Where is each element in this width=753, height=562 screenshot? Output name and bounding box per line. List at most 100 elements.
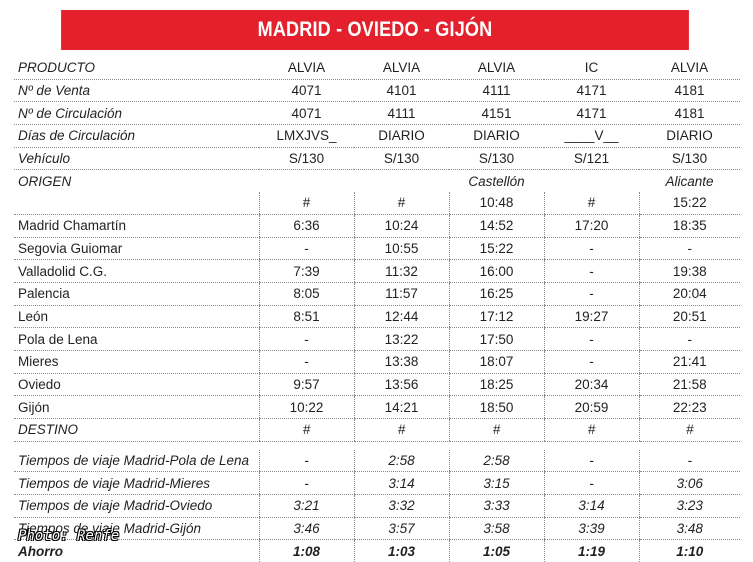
cell: 9:57 (258, 373, 354, 397)
station-row: Gijón 10:22 14:21 18:50 20:59 22:23 (14, 395, 740, 419)
row-label: Pola de Lena (14, 327, 259, 351)
page-title: MADRID - OVIEDO - GIJÓN (257, 18, 493, 41)
station-row: Valladolid C.G. 7:39 11:32 16:00-19:38 (14, 259, 740, 283)
row-label: Tiempos de viaje Madrid-Mieres (14, 471, 259, 496)
travel-time-row: Tiempos de viaje Madrid-Pola de Lena -2:5… (14, 449, 740, 473)
cell: - (638, 327, 740, 351)
cell: 18:50 (448, 395, 544, 419)
cell: 4101 (354, 79, 449, 103)
cell: S/130 (639, 147, 740, 171)
header-row: PRODUCTO ALVIA ALVIA ALVIA IC ALVIA (14, 57, 740, 80)
cell: 3:14 (353, 471, 449, 496)
cell: - (543, 282, 639, 306)
cell (259, 170, 354, 192)
header-row: Nº de Circulación 4071 4111 4151 4171 4181 (14, 101, 740, 126)
cell: ____V__ (544, 124, 639, 148)
row-label: Gijón (14, 395, 259, 419)
row-label: Oviedo (14, 373, 259, 397)
cell (354, 170, 449, 192)
row-label: Nº de Venta (14, 79, 259, 103)
cell: - (638, 237, 740, 261)
cell: DIARIO (354, 124, 449, 148)
cell: S/130 (354, 147, 449, 171)
header-row: Vehículo S/130 S/130 S/130 S/121 S/130 (14, 147, 740, 171)
cell: 20:04 (638, 282, 740, 306)
row-label: Tiempos de viaje Madrid-Oviedo (14, 494, 259, 518)
cell: 4111 (449, 79, 544, 103)
cell: 10:24 (353, 214, 449, 238)
cell: # (353, 192, 449, 215)
cell: 3:58 (448, 517, 544, 541)
cell: 3:32 (353, 494, 449, 518)
cell: 15:22 (448, 237, 544, 261)
cell: 3:23 (638, 494, 740, 518)
row-label: Segovia Guiomar (14, 237, 259, 261)
cell: Alicante (665, 173, 714, 189)
cell: 2:58 (353, 449, 449, 473)
cell: 20:51 (638, 305, 740, 329)
cell: S/130 (449, 147, 544, 171)
row-label (14, 441, 259, 450)
station-row: Mieres -13:38 18:07-21:41 (14, 350, 740, 374)
cell: 3:21 (258, 494, 354, 518)
photo-credit: Photo: Renfe (18, 528, 120, 544)
cell: 8:05 (258, 282, 354, 306)
cell: 11:32 (353, 259, 449, 283)
cell: - (543, 327, 639, 351)
cell: 1:19 (543, 539, 639, 562)
cell: 18:07 (448, 350, 544, 374)
row-label: Valladolid C.G. (14, 259, 259, 283)
cell: 4171 (544, 79, 639, 103)
cell: 16:25 (448, 282, 544, 306)
station-row: Pola de Lena -13:22 17:50- - (14, 327, 740, 351)
cell: 4111 (354, 101, 449, 126)
cell: # (543, 192, 639, 215)
cell: 10:22 (258, 395, 354, 419)
cell: # (353, 418, 449, 442)
cell: 4151 (449, 101, 544, 126)
row-label: León (14, 305, 259, 329)
origin-row: # #10:48 #15:22 (14, 192, 740, 215)
cell: 14:52 (448, 214, 544, 238)
title-banner: MADRID - OVIEDO - GIJÓN (61, 10, 689, 50)
row-label: ORIGEN (18, 173, 72, 189)
cell: 17:12 (448, 305, 544, 329)
cell: Castellón (468, 173, 525, 189)
cell: LMXJVS_ (259, 124, 354, 148)
cell: 21:58 (638, 373, 740, 397)
timetable: PRODUCTO ALVIA ALVIA ALVIA IC ALVIA Nº de Vent… (14, 57, 740, 562)
cell: 19:38 (638, 259, 740, 283)
cell: # (258, 418, 354, 442)
cell: 13:56 (353, 373, 449, 397)
cell: 17:20 (543, 214, 639, 238)
cell: ALVIA (449, 57, 544, 80)
station-row: Madrid Chamartín 6:36 10:24 14:52 17:20 18:35 (14, 214, 740, 238)
cell: S/121 (544, 147, 639, 171)
cell: 16:00 (448, 259, 544, 283)
travel-time-row: Tiempos de viaje Madrid-Gijón 3:46 3:57 3:5… (14, 517, 740, 541)
cell: 3:14 (543, 494, 639, 518)
cell (544, 441, 639, 450)
cell: 18:35 (638, 214, 740, 238)
row-label: PRODUCTO (14, 57, 259, 80)
cell: 1:08 (258, 539, 354, 562)
cell: # (448, 418, 544, 442)
cell: - (258, 237, 354, 261)
row-label: Tiempos de viaje Madrid-Gijón (14, 517, 259, 541)
cell: 3:57 (353, 517, 449, 541)
cell: 11:57 (353, 282, 449, 306)
row-label: Vehículo (14, 147, 259, 171)
cell: 3:46 (258, 517, 354, 541)
cell: 13:22 (353, 327, 449, 351)
station-row: Oviedo 9:57 13:56 18:25 20:34 21:58 (14, 373, 740, 397)
cell (354, 441, 449, 450)
cell: # (543, 418, 639, 442)
cell: 12:44 (353, 305, 449, 329)
origin-places-row: ORIGEN Castellón Alicante (14, 170, 740, 192)
cell: ALVIA (639, 57, 740, 80)
savings-row: Ahorro 1:08 1:03 1:05 1:19 1:10 (14, 539, 740, 562)
spacer-row (14, 441, 740, 450)
cell: - (543, 259, 639, 283)
station-row: León 8:51 12:44 17:12 19:27 20:51 (14, 305, 740, 329)
destination-row: DESTINO # # # # # (14, 418, 740, 442)
